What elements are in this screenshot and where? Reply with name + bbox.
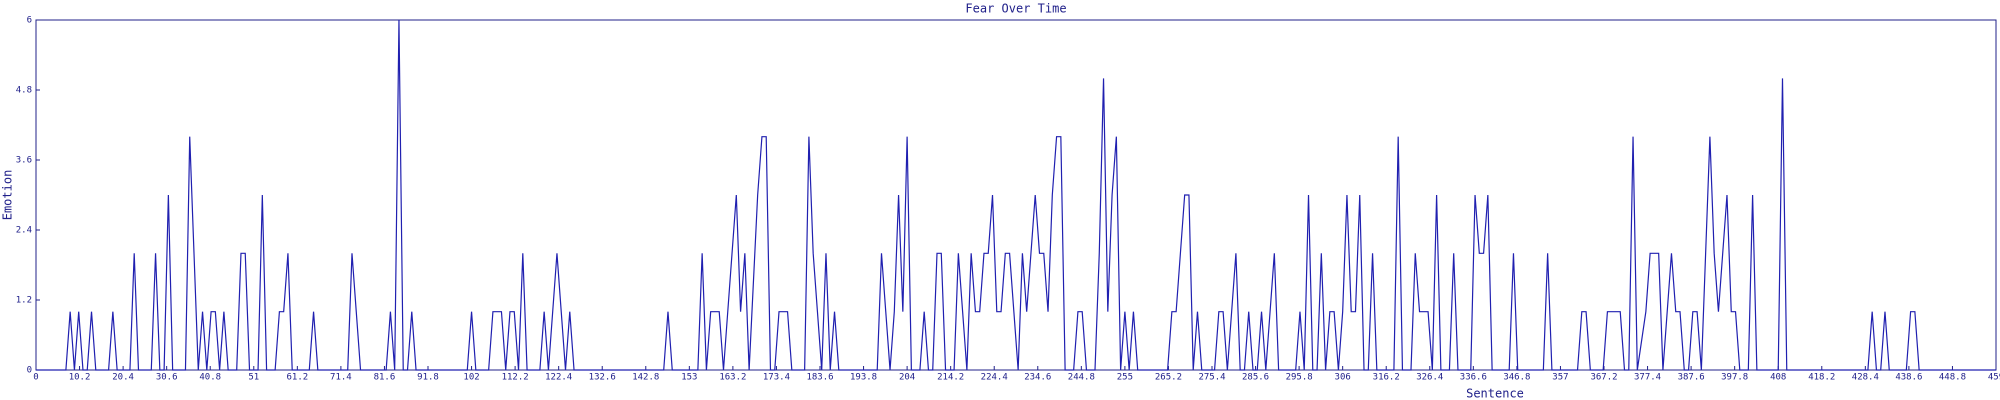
x-tick-label: 132.6 — [589, 373, 616, 383]
x-tick-label: 10.2 — [69, 373, 91, 383]
x-tick-label: 102 — [463, 373, 479, 383]
data-line — [36, 19, 1996, 371]
x-tick-label: 204 — [899, 373, 915, 383]
x-tick-label: 265.2 — [1155, 373, 1182, 383]
x-tick-label: 183.6 — [806, 373, 833, 383]
x-tick-label: 285.6 — [1242, 373, 1269, 383]
plot-frame — [35, 19, 1997, 371]
x-tick-label: 214.2 — [937, 373, 964, 383]
y-tick-label: 0 — [27, 366, 32, 376]
x-tick-label: 244.8 — [1068, 373, 1095, 383]
y-tick-label: 2.4 — [16, 226, 32, 236]
x-tick-label: 397.8 — [1721, 373, 1748, 383]
x-tick-label: 255 — [1117, 373, 1133, 383]
x-tick-label: 61.2 — [286, 373, 308, 383]
x-tick-label: 448.8 — [1939, 373, 1966, 383]
chart-title: Fear Over Time — [965, 2, 1066, 16]
x-tick-label: 163.2 — [719, 373, 746, 383]
x-tick-label: 428.4 — [1852, 373, 1879, 383]
x-tick-label: 295.8 — [1286, 373, 1313, 383]
x-tick-label: 336.6 — [1460, 373, 1487, 383]
x-tick-label: 418.2 — [1808, 373, 1835, 383]
x-tick-label: 71.4 — [330, 373, 352, 383]
x-tick-label: 0 — [33, 373, 38, 383]
y-tick-label: 1.2 — [16, 296, 32, 306]
x-tick-label: 122.4 — [545, 373, 572, 383]
x-tick-label: 377.4 — [1634, 373, 1661, 383]
x-tick-label: 234.6 — [1024, 373, 1051, 383]
x-tick-label: 326.4 — [1416, 373, 1443, 383]
x-tick-label: 224.4 — [981, 373, 1008, 383]
x-tick-label: 51 — [248, 373, 259, 383]
x-tick-label: 459 — [1988, 373, 2000, 383]
x-tick-label: 40.8 — [199, 373, 221, 383]
y-axis-label: Emotion — [1, 170, 15, 221]
x-tick-label: 91.8 — [417, 373, 439, 383]
x-tick-label: 408 — [1770, 373, 1786, 383]
x-axis-label: Sentence — [1466, 387, 1524, 400]
y-tick-label: 4.8 — [16, 86, 32, 96]
x-tick-label: 275.4 — [1198, 373, 1225, 383]
x-tick-label: 112.2 — [502, 373, 529, 383]
x-tick-label: 20.4 — [112, 373, 134, 383]
x-tick-label: 367.2 — [1590, 373, 1617, 383]
y-tick-label: 3.6 — [16, 156, 32, 166]
x-tick-label: 153 — [681, 373, 697, 383]
x-tick-label: 30.6 — [156, 373, 178, 383]
x-tick-label: 306 — [1335, 373, 1351, 383]
x-tick-label: 438.6 — [1895, 373, 1922, 383]
x-tick-label: 387.6 — [1678, 373, 1705, 383]
x-tick-label: 316.2 — [1373, 373, 1400, 383]
x-tick-label: 357 — [1552, 373, 1568, 383]
x-tick-label: 81.6 — [374, 373, 396, 383]
x-tick-label: 346.8 — [1503, 373, 1530, 383]
x-tick-label: 173.4 — [763, 373, 790, 383]
x-tick-label: 193.8 — [850, 373, 877, 383]
y-tick-label: 6 — [27, 16, 32, 26]
x-tick-label: 142.8 — [632, 373, 659, 383]
